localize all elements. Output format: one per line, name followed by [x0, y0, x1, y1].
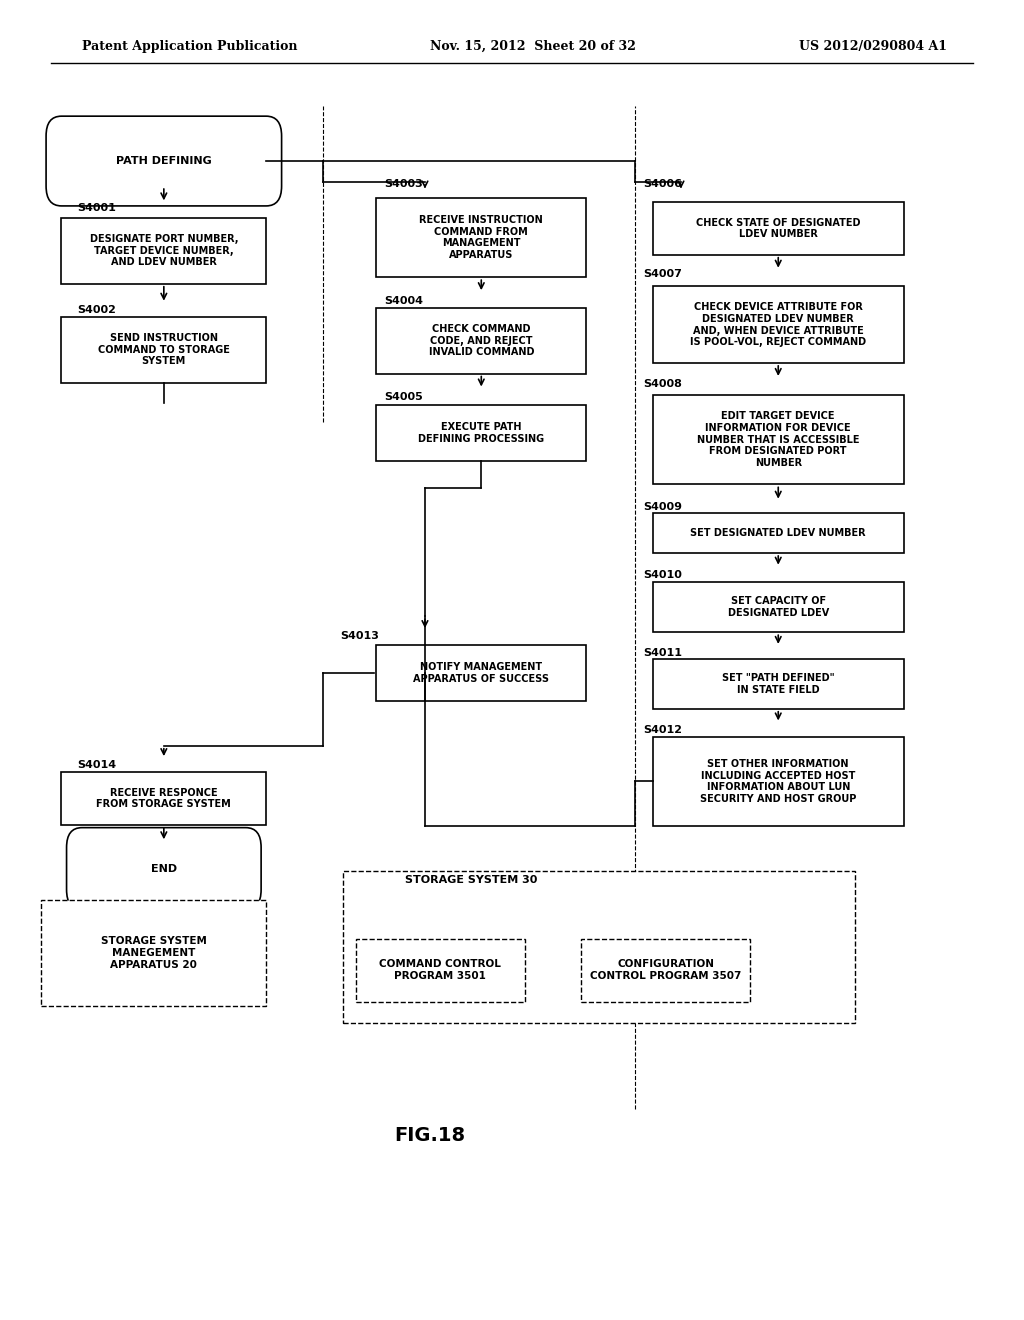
Text: S4010: S4010	[643, 570, 682, 581]
Text: S4004: S4004	[384, 296, 423, 306]
FancyBboxPatch shape	[46, 116, 282, 206]
Text: SET DESIGNATED LDEV NUMBER: SET DESIGNATED LDEV NUMBER	[690, 528, 866, 539]
FancyBboxPatch shape	[653, 202, 903, 255]
FancyBboxPatch shape	[653, 513, 903, 553]
Text: S4012: S4012	[643, 725, 682, 735]
Text: PATH DEFINING: PATH DEFINING	[116, 156, 212, 166]
FancyBboxPatch shape	[653, 395, 903, 484]
Text: EXECUTE PATH
DEFINING PROCESSING: EXECUTE PATH DEFINING PROCESSING	[418, 422, 545, 444]
FancyBboxPatch shape	[343, 871, 855, 1023]
FancyBboxPatch shape	[41, 900, 266, 1006]
Text: STORAGE SYSTEM
MANEGEMENT
APPARATUS 20: STORAGE SYSTEM MANEGEMENT APPARATUS 20	[100, 936, 207, 970]
Text: S4001: S4001	[77, 203, 116, 214]
Text: STORAGE SYSTEM 30: STORAGE SYSTEM 30	[404, 875, 538, 886]
FancyBboxPatch shape	[653, 659, 903, 709]
Text: SEND INSTRUCTION
COMMAND TO STORAGE
SYSTEM: SEND INSTRUCTION COMMAND TO STORAGE SYST…	[98, 333, 229, 367]
FancyBboxPatch shape	[653, 286, 903, 363]
FancyBboxPatch shape	[653, 737, 903, 826]
Text: S4014: S4014	[77, 760, 116, 771]
Text: S4007: S4007	[643, 269, 682, 280]
FancyBboxPatch shape	[377, 405, 586, 461]
Text: SET OTHER INFORMATION
INCLUDING ACCEPTED HOST
INFORMATION ABOUT LUN
SECURITY AND: SET OTHER INFORMATION INCLUDING ACCEPTED…	[700, 759, 856, 804]
Text: RECEIVE INSTRUCTION
COMMAND FROM
MANAGEMENT
APPARATUS: RECEIVE INSTRUCTION COMMAND FROM MANAGEM…	[420, 215, 543, 260]
Text: END: END	[151, 863, 177, 874]
FancyBboxPatch shape	[61, 772, 266, 825]
Text: CHECK DEVICE ATTRIBUTE FOR
DESIGNATED LDEV NUMBER
AND, WHEN DEVICE ATTRIBUTE
IS : CHECK DEVICE ATTRIBUTE FOR DESIGNATED LD…	[690, 302, 866, 347]
FancyBboxPatch shape	[377, 645, 586, 701]
Text: SET CAPACITY OF
DESIGNATED LDEV: SET CAPACITY OF DESIGNATED LDEV	[728, 597, 828, 618]
Text: S4013: S4013	[340, 631, 379, 642]
Text: CHECK STATE OF DESIGNATED
LDEV NUMBER: CHECK STATE OF DESIGNATED LDEV NUMBER	[696, 218, 860, 239]
FancyBboxPatch shape	[61, 317, 266, 383]
Text: S4011: S4011	[643, 648, 682, 659]
FancyBboxPatch shape	[377, 198, 586, 277]
FancyBboxPatch shape	[356, 939, 524, 1002]
Text: S4003: S4003	[384, 180, 423, 190]
FancyBboxPatch shape	[582, 939, 750, 1002]
Text: US 2012/0290804 A1: US 2012/0290804 A1	[799, 40, 947, 53]
Text: FIG.18: FIG.18	[394, 1126, 466, 1144]
Text: S4005: S4005	[384, 392, 423, 403]
FancyBboxPatch shape	[653, 582, 903, 632]
Text: COMMAND CONTROL
PROGRAM 3501: COMMAND CONTROL PROGRAM 3501	[379, 960, 502, 981]
FancyBboxPatch shape	[377, 308, 586, 374]
Text: SET "PATH DEFINED"
IN STATE FIELD: SET "PATH DEFINED" IN STATE FIELD	[722, 673, 835, 694]
Text: DESIGNATE PORT NUMBER,
TARGET DEVICE NUMBER,
AND LDEV NUMBER: DESIGNATE PORT NUMBER, TARGET DEVICE NUM…	[89, 234, 239, 268]
FancyBboxPatch shape	[61, 218, 266, 284]
FancyBboxPatch shape	[67, 828, 261, 909]
Text: S4009: S4009	[643, 502, 682, 512]
Text: CHECK COMMAND
CODE, AND REJECT
INVALID COMMAND: CHECK COMMAND CODE, AND REJECT INVALID C…	[428, 323, 535, 358]
Text: S4006: S4006	[643, 180, 682, 190]
Text: S4008: S4008	[643, 379, 682, 389]
Text: Patent Application Publication: Patent Application Publication	[82, 40, 297, 53]
Text: EDIT TARGET DEVICE
INFORMATION FOR DEVICE
NUMBER THAT IS ACCESSIBLE
FROM DESIGNA: EDIT TARGET DEVICE INFORMATION FOR DEVIC…	[697, 412, 859, 467]
Text: RECEIVE RESPONCE
FROM STORAGE SYSTEM: RECEIVE RESPONCE FROM STORAGE SYSTEM	[96, 788, 231, 809]
Text: CONFIGURATION
CONTROL PROGRAM 3507: CONFIGURATION CONTROL PROGRAM 3507	[590, 960, 741, 981]
Text: NOTIFY MANAGEMENT
APPARATUS OF SUCCESS: NOTIFY MANAGEMENT APPARATUS OF SUCCESS	[414, 663, 549, 684]
Text: Nov. 15, 2012  Sheet 20 of 32: Nov. 15, 2012 Sheet 20 of 32	[430, 40, 636, 53]
Text: S4002: S4002	[77, 305, 116, 315]
